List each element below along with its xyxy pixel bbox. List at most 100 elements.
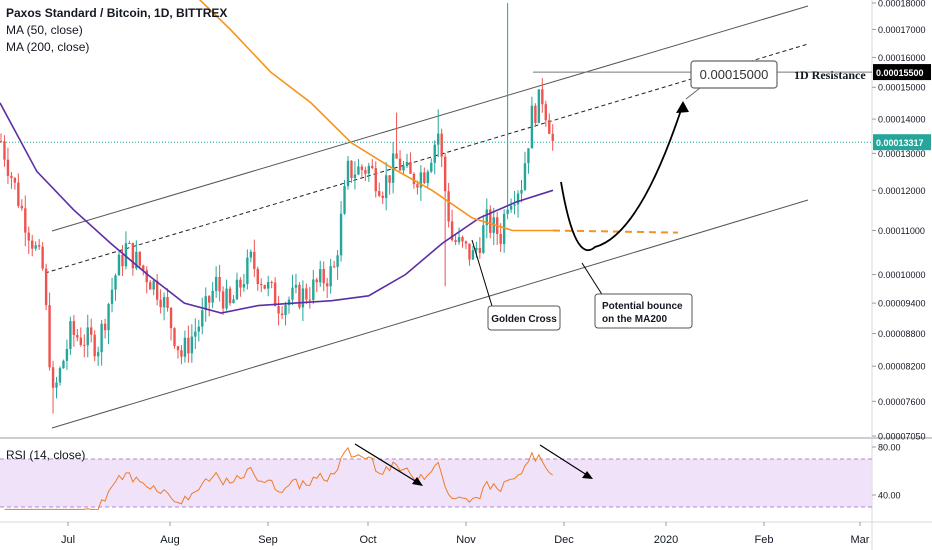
candle-body bbox=[249, 251, 253, 258]
candle-body bbox=[336, 255, 339, 267]
candle-body bbox=[534, 105, 537, 123]
bounce-label-line2: on the MA200 bbox=[602, 314, 667, 325]
candle-body bbox=[277, 306, 280, 314]
current-price-tag bbox=[873, 134, 931, 151]
candle-body bbox=[34, 245, 37, 249]
x-tick-label: Aug bbox=[160, 534, 180, 546]
candle-body bbox=[197, 326, 200, 332]
candles-group bbox=[0, 3, 554, 414]
candle-body bbox=[506, 209, 509, 214]
candle-body bbox=[72, 321, 76, 336]
candle-body bbox=[468, 243, 471, 260]
candle-body bbox=[10, 175, 13, 178]
candle-body bbox=[346, 160, 350, 187]
candle-body bbox=[228, 288, 232, 304]
candle-body bbox=[384, 175, 388, 199]
candle-body bbox=[371, 165, 374, 169]
candle-body bbox=[485, 209, 488, 226]
candle-body bbox=[41, 246, 44, 269]
candle-body bbox=[124, 243, 128, 267]
candle-body bbox=[350, 160, 353, 178]
candle-body bbox=[117, 254, 121, 276]
candle-body bbox=[128, 242, 131, 244]
y-tick-label: 0.00016000 bbox=[878, 53, 926, 63]
candle-body bbox=[273, 282, 277, 307]
candle-body bbox=[58, 368, 62, 383]
candle-body bbox=[3, 141, 6, 160]
candle-body bbox=[541, 89, 544, 105]
candle-body bbox=[90, 327, 93, 335]
candle-body bbox=[291, 287, 294, 300]
candle-body bbox=[27, 232, 30, 241]
x-tick-label: Jul bbox=[61, 534, 75, 546]
candle-body bbox=[551, 133, 554, 142]
candle-body bbox=[381, 195, 384, 199]
candle-body bbox=[37, 245, 41, 247]
candle-body bbox=[332, 266, 336, 268]
candle-body bbox=[305, 288, 308, 300]
candle-body bbox=[263, 285, 266, 289]
x-tick-label: Sep bbox=[258, 534, 278, 546]
candle-body bbox=[537, 89, 541, 123]
candle-body bbox=[131, 242, 135, 269]
x-tick-label: Mar bbox=[851, 534, 870, 546]
candle-body bbox=[423, 172, 426, 183]
candle-body bbox=[450, 221, 454, 241]
target-box bbox=[690, 60, 778, 89]
candle-body bbox=[475, 247, 478, 251]
candle-body bbox=[325, 283, 329, 287]
ma50-line bbox=[0, 102, 554, 314]
candle-body bbox=[239, 279, 242, 288]
candle-body bbox=[110, 289, 114, 305]
candle-body bbox=[419, 172, 423, 188]
candle-body bbox=[24, 208, 27, 233]
candle-body bbox=[298, 284, 301, 308]
candle-body bbox=[266, 282, 270, 289]
x-tick-label: 2020 bbox=[654, 534, 678, 546]
y-tick-label: 0.00017000 bbox=[878, 25, 926, 35]
y-tick-label: 0.00009400 bbox=[878, 299, 926, 309]
candle-body bbox=[155, 280, 159, 300]
golden-cross-label: Golden Cross bbox=[491, 314, 557, 325]
candle-body bbox=[235, 279, 239, 300]
candle-body bbox=[221, 291, 225, 309]
candle-body bbox=[162, 297, 166, 308]
candle-body bbox=[319, 269, 322, 283]
candle-body bbox=[13, 177, 17, 183]
candle-body bbox=[430, 162, 433, 172]
candle-body bbox=[17, 182, 20, 206]
candle-body bbox=[548, 120, 551, 134]
candle-body bbox=[443, 156, 447, 192]
candle-body bbox=[166, 297, 169, 308]
candle-body bbox=[409, 162, 412, 174]
candle-body bbox=[287, 299, 291, 305]
candle-body bbox=[152, 280, 155, 290]
candle-body bbox=[433, 144, 436, 163]
bounce-label-line1: Potential bounce bbox=[602, 301, 683, 312]
candle-body bbox=[79, 337, 83, 345]
candle-body bbox=[48, 305, 51, 368]
candle-body bbox=[246, 257, 249, 285]
candle-body bbox=[478, 247, 482, 253]
channel-upper-line bbox=[51, 5, 809, 232]
rsi-legend: RSI (14, close) bbox=[6, 448, 86, 462]
x-tick-label: Feb bbox=[755, 534, 774, 546]
candle-body bbox=[20, 205, 24, 209]
candle-body bbox=[173, 328, 176, 347]
candle-body bbox=[211, 290, 214, 303]
y-tick-label: 0.00018000 bbox=[878, 0, 926, 9]
candle-body bbox=[218, 276, 221, 292]
candle-body bbox=[509, 205, 513, 210]
candle-body bbox=[471, 250, 475, 260]
candle-body bbox=[145, 270, 148, 283]
candle-body bbox=[190, 336, 194, 354]
candle-body bbox=[312, 279, 315, 300]
candle-body bbox=[416, 184, 419, 188]
candle-body bbox=[159, 299, 162, 308]
bounce-pointer bbox=[581, 262, 604, 297]
candle-body bbox=[482, 225, 485, 253]
candle-body bbox=[374, 168, 377, 192]
candle-body bbox=[457, 237, 461, 242]
